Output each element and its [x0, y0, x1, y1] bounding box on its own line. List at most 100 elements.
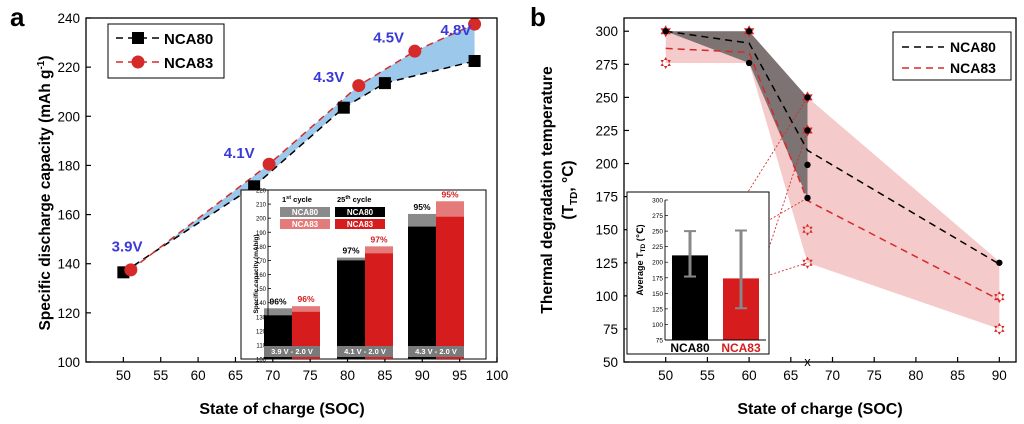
b-y-tick-label: 125 — [595, 256, 618, 271]
b-point-nca83 — [743, 25, 755, 38]
a-inset-y-tick-label: 200 — [256, 217, 267, 223]
a-voltage-label: 4.5V — [373, 30, 404, 47]
b-inset: 75 100 125 150 175 200 225 250 275 300 NCA80 NCA83… — [626, 191, 770, 355]
a-y-tick-label: 220 — [57, 60, 80, 75]
a-x-tick-label: 50 — [116, 368, 131, 383]
b-inset-y-tick-label: 75 — [656, 338, 664, 345]
b-y-tick-label: 225 — [595, 123, 618, 138]
b-point-nca80 — [804, 127, 811, 134]
b-band-nca80 — [665, 31, 808, 198]
b-x-tick-label: 85 — [950, 368, 965, 383]
a-legend-marker-nca80 — [132, 32, 144, 44]
b-band-nca83 — [665, 31, 1000, 329]
b-x-ticks: 50 55 60 65 70 75 80 85 90 — [658, 357, 1007, 383]
a-point-nca83 — [124, 263, 138, 277]
b-y-axis-label-line2: (TTD, °C) — [560, 160, 580, 219]
b-inset-y-tick-label: 225 — [652, 244, 663, 251]
a-x-tick-label: 70 — [265, 368, 280, 383]
b-line-nca80 — [665, 30, 1000, 265]
b-inset-y-tick-label: 100 — [652, 322, 663, 329]
a-inset-retention-nca83: 96% — [297, 294, 314, 304]
a-inset-legend-label-nca83-25th: NCA83 — [347, 220, 374, 229]
a-line-nca80 — [122, 60, 475, 273]
a-x-tick-label: 95 — [452, 368, 467, 383]
a-x-tick-label: 60 — [191, 368, 206, 383]
a-inset-legend-swatch-nca80-1st — [280, 207, 330, 217]
a-fill-area — [123, 24, 475, 273]
b-line-nca83 — [665, 47, 1000, 301]
a-inset-category-label: 4.1 V - 2.0 V — [344, 347, 386, 356]
b-x-tick-label: 65 — [783, 368, 798, 383]
b-plot-frame — [623, 17, 1017, 363]
a-series-markers — [117, 17, 482, 279]
a-inset-y-axis-label: Specific capacity (mAh/g) — [253, 234, 260, 313]
a-x-axis-label: State of charge (SOC) — [199, 401, 364, 418]
b-x-tick-label: 75 — [867, 368, 882, 383]
a-inset-retention-nca83: 97% — [370, 234, 387, 244]
b-x-mark: x — [804, 354, 811, 369]
a-inset-bar-nca83-25th-cycle — [365, 253, 393, 359]
a-legend-label-nca80: NCA80 — [164, 31, 213, 48]
a-point-nca83 — [352, 79, 366, 93]
b-inset-y-tick-label: 200 — [652, 260, 663, 267]
b-y-tick-label: 100 — [595, 289, 618, 304]
a-point-nca80 — [248, 180, 261, 193]
a-point-nca80 — [468, 55, 481, 67]
b-point-nca80 — [804, 161, 811, 169]
a-legend-marker-nca83 — [131, 55, 145, 69]
a-inset-retention-nca80: 96% — [269, 296, 286, 306]
a-inset-y-tick-label: 140 — [256, 301, 267, 307]
a-voltage-label: 3.9V — [112, 238, 143, 255]
a-inset-legend-swatch-nca83-25th — [335, 219, 385, 229]
a-y-tick-label: 180 — [57, 158, 80, 173]
a-fill-between — [123, 24, 475, 273]
a-y-tick-label: 120 — [57, 306, 80, 321]
b-x-tick-label: 60 — [742, 368, 757, 383]
a-x-tick-label: 65 — [228, 368, 243, 383]
a-y-tick-label: 240 — [57, 11, 80, 26]
a-x-tick-label: 90 — [415, 368, 430, 383]
b-y-axis-label-line1: Thermal degradation temperature — [539, 66, 556, 314]
a-inset-legend: 1st cycle 25th cycle NCA80 NCA83 NCA80 N… — [280, 195, 385, 229]
b-x-tick-label: 80 — [908, 368, 923, 383]
b-series-points — [660, 25, 1005, 335]
b-x-tick-label: 50 — [658, 368, 673, 383]
b-y-tick-label: 250 — [595, 90, 618, 105]
a-inset-labels: 3.9 V - 2.0 V 96% 96% 4.1 V - 2.0 V 97% 97% 4.… — [264, 189, 464, 357]
b-point-nca83 — [802, 256, 813, 269]
a-inset-y-tick-label: 180 — [256, 245, 267, 251]
chart-b: 50 55 60 65 70 75 80 85 90 50 75 100 125 150 175 200 22… — [539, 17, 1017, 418]
a-inset-y-tick-label: 130 — [256, 315, 267, 321]
a-plot-frame — [85, 17, 498, 363]
a-inset-y-tick-label: 190 — [256, 231, 267, 237]
a-inset-y-tick-label: 100 — [256, 358, 267, 364]
b-y-tick-label: 275 — [595, 57, 618, 72]
a-x-tick-label: 85 — [377, 368, 392, 383]
a-voltage-label: 4.3V — [313, 69, 344, 86]
a-legend-box — [107, 23, 225, 79]
b-point-nca83 — [802, 223, 813, 236]
b-series-lines — [665, 30, 1000, 301]
b-point-nca83 — [802, 124, 813, 137]
a-legend-label-nca83: NCA83 — [164, 55, 213, 72]
a-voltage-label: 4.1V — [224, 145, 255, 162]
b-y-tick-label: 300 — [595, 24, 618, 39]
a-inset-bar-nca80-25th-cycle — [337, 260, 365, 359]
a-point-nca83 — [468, 17, 482, 31]
b-inset-y-tick-label: 300 — [652, 198, 663, 205]
a-inset-category-box — [337, 346, 393, 357]
b-inset-y-tick-label: 150 — [652, 291, 663, 298]
b-inset-y-tick-label: 125 — [652, 306, 663, 313]
b-legend-label-nca83: NCA83 — [950, 60, 996, 76]
a-voltage-label: 4.8V — [440, 22, 471, 39]
a-inset-legend-label-nca83-1st: NCA83 — [292, 220, 319, 229]
a-inset-legend-header-25th: 25th cycle — [337, 195, 371, 204]
a-inset-y-tick-label: 220 — [256, 189, 267, 195]
a-voltage-annotations: 3.9V 4.1V 4.3V 4.5V 4.8V — [112, 22, 472, 255]
b-inset-category-label: NCA83 — [721, 341, 761, 355]
a-inset-y-ticks: 100 110 120 130 140 150 160 170 180 190 200 210 220 — [256, 189, 271, 364]
a-y-tick-label: 160 — [57, 208, 80, 223]
b-inset-bars — [672, 229, 759, 340]
a-x-tick-label: 100 — [486, 368, 509, 383]
